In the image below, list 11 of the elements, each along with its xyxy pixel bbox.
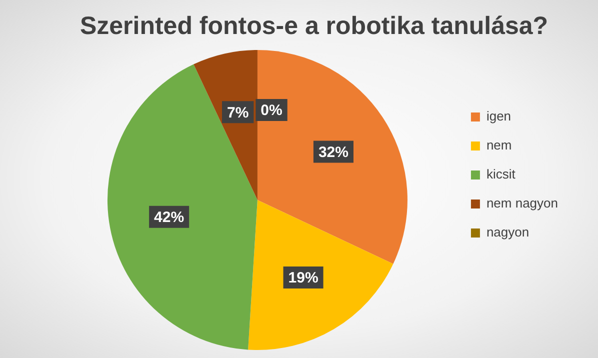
chart-title: Szerinted fontos-e a robotika tanulása? (80, 12, 548, 40)
legend-label: nagyon (486, 224, 530, 240)
legend-label: nem (486, 138, 512, 153)
text: 0% (260, 102, 282, 120)
data-label: 7% (227, 104, 249, 122)
legend-label: igen (486, 108, 512, 124)
data-label: 32% (318, 144, 348, 161)
legend-label: nem nagyon (486, 196, 558, 211)
data-label: 42% (154, 209, 184, 226)
data-label: 19% (288, 270, 318, 287)
legend-label: kicsit (486, 166, 516, 182)
